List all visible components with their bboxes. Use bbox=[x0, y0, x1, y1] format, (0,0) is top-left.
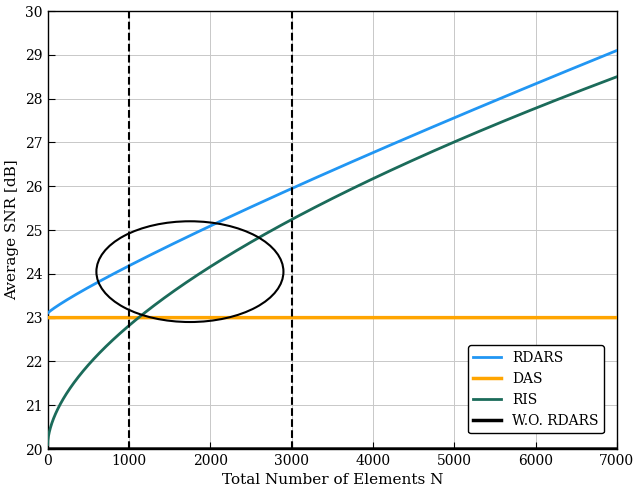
DAS bbox=[305, 315, 313, 320]
Y-axis label: Average SNR [dB]: Average SNR [dB] bbox=[6, 160, 20, 300]
W.O. RDARS bbox=[44, 446, 51, 452]
RDARS bbox=[305, 177, 313, 183]
DAS bbox=[596, 315, 604, 320]
RDARS bbox=[596, 54, 604, 60]
W.O. RDARS bbox=[613, 446, 621, 452]
DAS bbox=[73, 315, 81, 320]
DAS bbox=[44, 315, 51, 320]
RDARS bbox=[44, 310, 51, 316]
RIS bbox=[321, 200, 328, 206]
DAS bbox=[613, 315, 621, 320]
Line: RIS: RIS bbox=[47, 77, 617, 445]
RDARS bbox=[596, 54, 604, 60]
W.O. RDARS bbox=[596, 446, 604, 452]
W.O. RDARS bbox=[321, 446, 328, 452]
RIS bbox=[492, 121, 500, 127]
RDARS bbox=[613, 47, 621, 53]
RIS bbox=[73, 376, 81, 382]
W.O. RDARS bbox=[305, 446, 313, 452]
DAS bbox=[596, 315, 604, 320]
RIS bbox=[613, 74, 621, 80]
RDARS bbox=[73, 291, 81, 297]
RDARS bbox=[492, 97, 500, 103]
DAS bbox=[492, 315, 500, 320]
RIS bbox=[44, 442, 51, 448]
DAS bbox=[321, 315, 328, 320]
Legend: RDARS, DAS, RIS, W.O. RDARS: RDARS, DAS, RIS, W.O. RDARS bbox=[468, 346, 604, 433]
W.O. RDARS bbox=[73, 446, 81, 452]
RIS bbox=[596, 80, 604, 86]
X-axis label: Total Number of Elements N: Total Number of Elements N bbox=[221, 473, 443, 488]
RIS bbox=[305, 207, 313, 213]
RDARS bbox=[321, 171, 328, 177]
W.O. RDARS bbox=[492, 446, 500, 452]
W.O. RDARS bbox=[596, 446, 604, 452]
Line: RDARS: RDARS bbox=[47, 50, 617, 313]
RIS bbox=[596, 80, 604, 86]
